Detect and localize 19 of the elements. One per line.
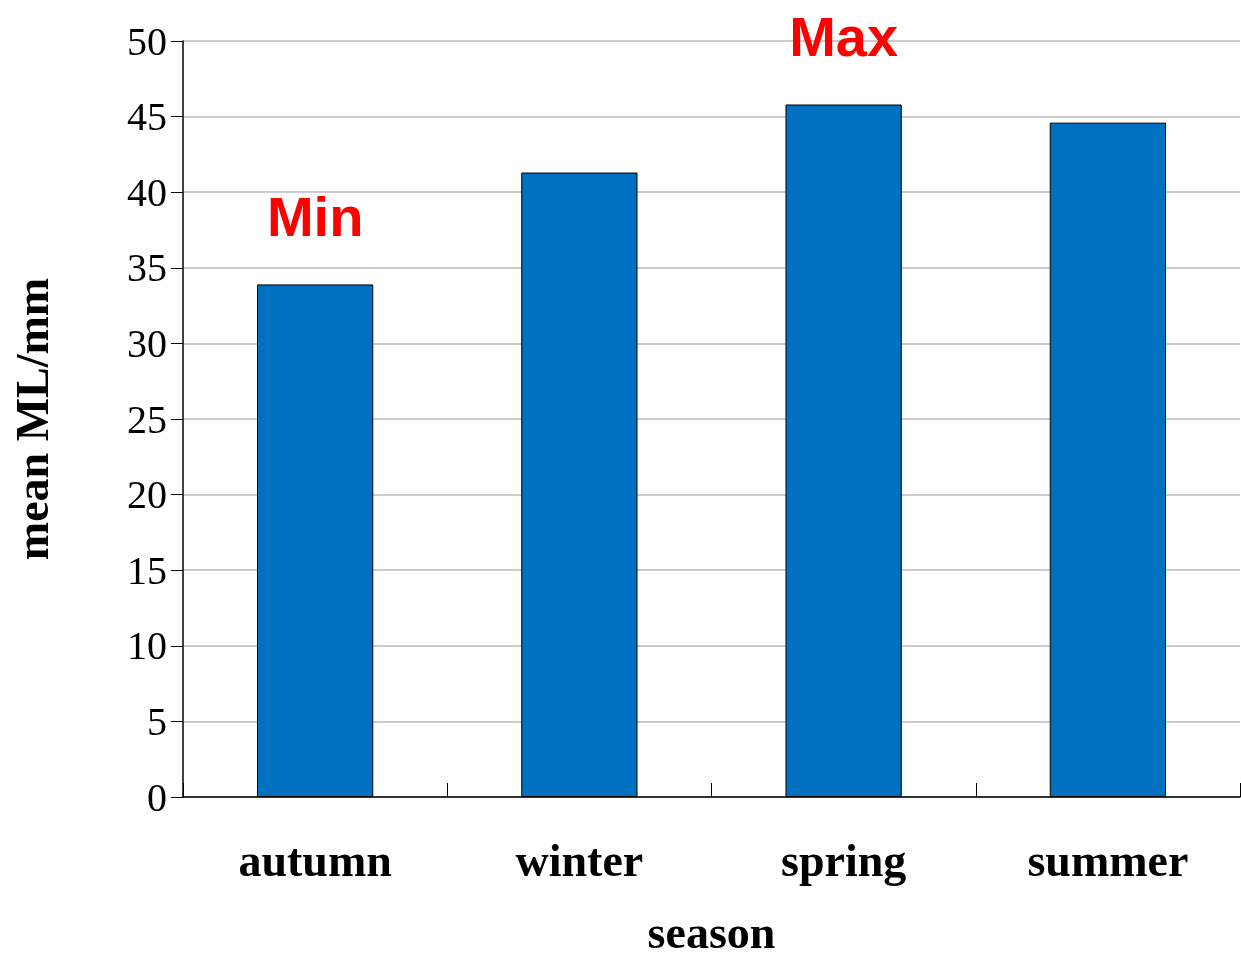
y-tick-label: 15 [127,547,167,593]
annotation: Min [266,184,364,248]
y-tick-label: 0 [147,774,167,820]
x-tick-label: autumn [238,834,392,886]
y-tick-label: 20 [127,472,167,518]
y-tick-label: 45 [127,94,167,140]
y-tick-label: 50 [127,18,167,64]
y-tick-label: 40 [127,169,167,215]
annotation: Max [789,5,899,68]
y-tick-label: 35 [127,245,167,291]
x-tick-label: spring [780,834,907,886]
y-tick-label: 10 [127,623,167,669]
y-tick-label: 30 [127,320,167,366]
y-axis-title: mean ML/mm [6,277,58,561]
x-axis-title: season [647,906,776,958]
y-tick-label: 25 [127,396,167,442]
x-tick-label: winter [515,834,644,886]
x-tick-label: summer [1027,834,1189,886]
y-tick-label: 5 [147,698,167,744]
